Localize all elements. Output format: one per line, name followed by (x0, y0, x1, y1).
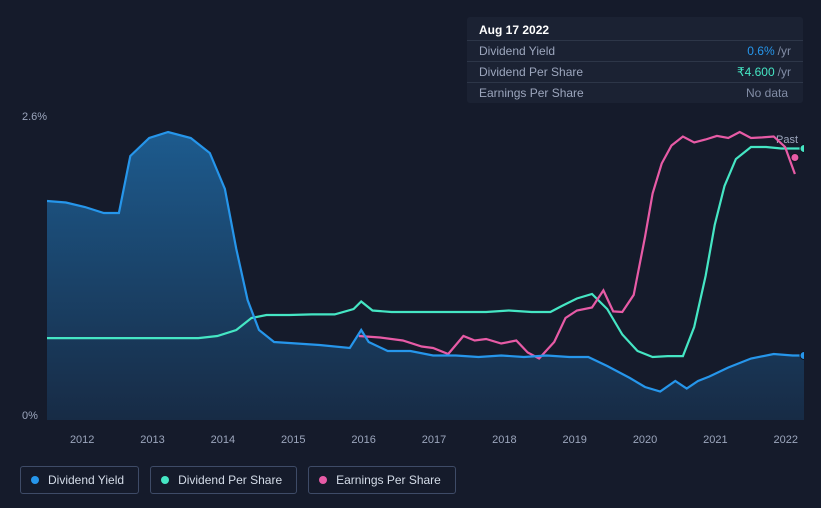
tooltip-value-wrap: ₹4.600/yr (737, 65, 791, 79)
legend-earnings-per-share[interactable]: Earnings Per Share (308, 466, 456, 494)
chart-legend: Dividend Yield Dividend Per Share Earnin… (20, 466, 456, 494)
legend-dot-icon (31, 476, 39, 484)
x-tick-label: 2019 (540, 434, 610, 446)
x-tick-label: 2013 (117, 434, 187, 446)
tooltip-value-wrap: No data (746, 86, 791, 100)
y-axis-max-label: 2.6% (22, 111, 47, 123)
tooltip-label: Earnings Per Share (479, 86, 584, 100)
legend-dot-icon (161, 476, 169, 484)
tooltip-value: ₹4.600 (737, 65, 775, 79)
x-tick-label: 2012 (47, 434, 117, 446)
tooltip-value-wrap: 0.6% /yr (747, 44, 791, 58)
tooltip-value: 0.6% (747, 44, 774, 58)
x-tick-label: 2021 (680, 434, 750, 446)
x-tick-label: 2016 (328, 434, 398, 446)
chart-tooltip: Aug 17 2022 Dividend Yield 0.6% /yr Divid… (467, 17, 803, 103)
tooltip-date: Aug 17 2022 (467, 17, 803, 40)
tooltip-unit: /yr (778, 44, 791, 58)
x-axis-labels: 2012201320142015201620172018201920202021… (47, 434, 821, 446)
legend-dividend-yield[interactable]: Dividend Yield (20, 466, 139, 494)
legend-label: Dividend Per Share (178, 473, 282, 487)
x-tick-label: 2020 (610, 434, 680, 446)
x-tick-label: 2014 (188, 434, 258, 446)
tooltip-row: Earnings Per Share No data (467, 82, 803, 103)
tooltip-unit: /yr (778, 65, 791, 79)
legend-label: Dividend Yield (48, 473, 124, 487)
tooltip-label: Dividend Per Share (479, 65, 583, 79)
legend-dividend-per-share[interactable]: Dividend Per Share (150, 466, 297, 494)
tooltip-label: Dividend Yield (479, 44, 555, 58)
y-axis-min-label: 0% (22, 410, 38, 422)
tooltip-row: Dividend Yield 0.6% /yr (467, 40, 803, 61)
dividend-chart[interactable] (47, 120, 804, 420)
tooltip-row: Dividend Per Share ₹4.600/yr (467, 61, 803, 82)
x-tick-label: 2017 (399, 434, 469, 446)
x-tick-label: 2015 (258, 434, 328, 446)
x-tick-label: 2018 (469, 434, 539, 446)
tooltip-value: No data (746, 86, 788, 100)
legend-dot-icon (319, 476, 327, 484)
legend-label: Earnings Per Share (336, 473, 441, 487)
x-tick-label: 2022 (751, 434, 821, 446)
